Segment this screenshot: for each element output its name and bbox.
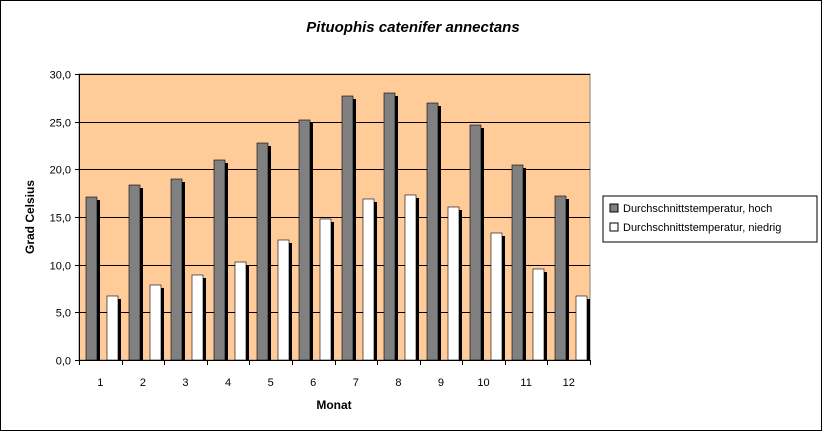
bar [404,194,417,361]
legend: Durchschnittstemperatur, hoch Durchschnit… [602,195,818,243]
bar [170,178,183,361]
bar [490,232,503,361]
bar [85,196,98,361]
bar [341,95,354,361]
bar [469,124,482,361]
y-tick-label: 20,0 [50,165,71,177]
bar [106,295,119,361]
x-tick-label: 8 [395,377,401,389]
bar [554,195,567,361]
y-tick-label: 10,0 [50,261,71,273]
x-axis-label: Monat [316,398,351,412]
y-tick-label: 5,0 [56,308,71,320]
x-tick-label: 10 [477,377,489,389]
bar [191,274,204,361]
bar [256,142,269,361]
y-tick-label: 15,0 [50,213,71,225]
legend-label: Durchschnittstemperatur, niedrig [623,222,781,234]
bar [319,218,332,361]
bar [532,268,545,361]
bar [128,184,141,361]
axes: 0,05,010,015,020,025,030,01 2 3 4 5 6 7 8 9 10 11 1… [50,70,591,389]
bar [362,198,375,361]
y-axis-label: Grad Celsius [23,180,37,254]
bar [575,295,588,361]
x-tick-label: 6 [310,377,316,389]
bar [234,261,247,361]
bar [426,102,439,361]
legend-label: Durchschnittstemperatur, hoch [623,203,772,215]
x-tick-label: 4 [225,377,231,389]
bar [277,239,290,361]
x-tick-label: 9 [438,377,444,389]
x-tick-label: 1 [97,377,103,389]
y-tick-label: 30,0 [50,70,71,82]
x-tick-label: 2 [140,377,146,389]
legend-swatch [609,222,619,232]
x-tick-label: 3 [182,377,188,389]
y-tick-label: 25,0 [50,118,71,130]
y-tick-label: 0,0 [56,356,71,368]
bar [383,92,396,361]
bar [447,206,460,361]
bar [213,159,226,361]
bar [149,284,162,361]
legend-swatch [609,203,619,213]
bar [511,164,524,361]
legend-box [602,195,818,243]
bar [298,119,311,361]
x-tick-label: 11 [520,377,531,389]
bars [85,92,590,361]
x-tick-label: 12 [563,377,575,389]
x-tick-label: 7 [353,377,359,389]
chart-title: Pituophis catenifer annectans [306,19,519,36]
x-tick-label: 5 [268,377,274,389]
